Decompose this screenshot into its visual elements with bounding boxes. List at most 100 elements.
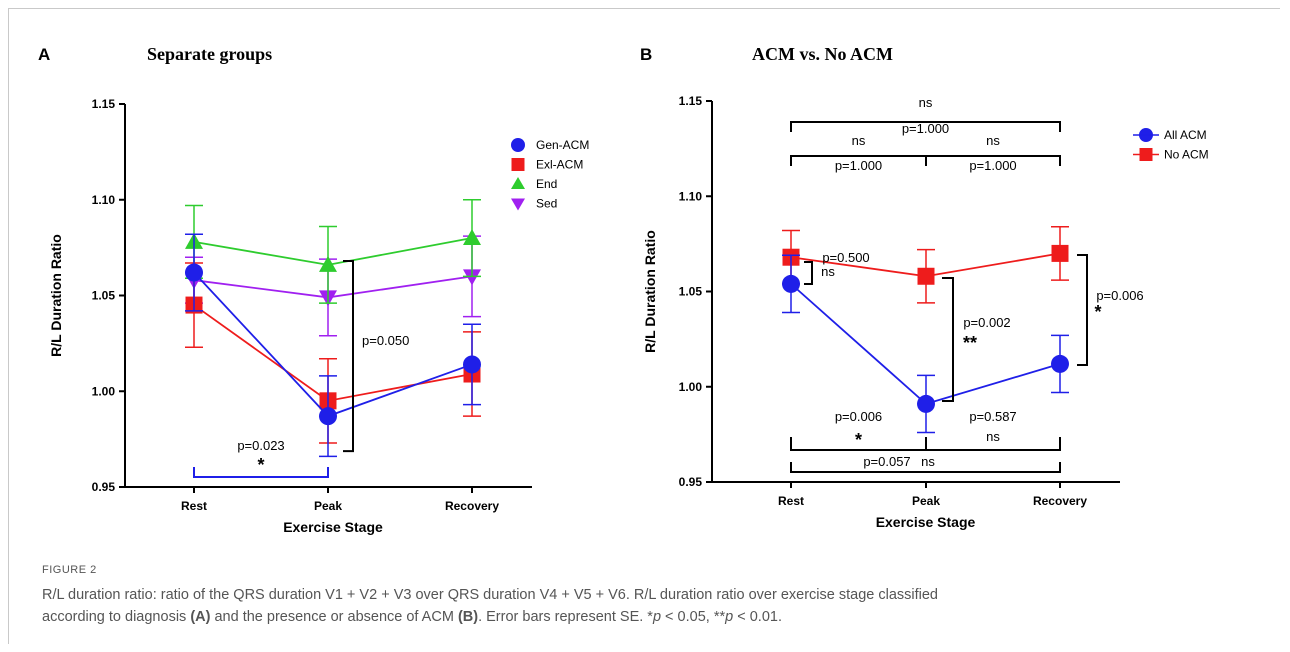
legend-label: End [536,177,557,191]
data-point [463,229,481,246]
p-value-label: p=0.057 [863,454,910,469]
p-value-label: p=0.050 [362,333,409,348]
series-end [185,199,481,304]
frame-left-border [8,8,9,644]
data-point [185,263,203,282]
significance-label: ** [963,333,977,353]
y-tick-label: 1.10 [679,189,703,203]
p-value-label: p=1.000 [902,121,949,136]
significance-label: ns [852,133,866,148]
y-tick-label: 0.95 [679,475,703,489]
series-gen-acm [185,233,481,458]
x-tick-label: Peak [314,499,342,513]
data-point [782,274,800,293]
chart-panel-b: B ACM vs. No ACM 0.95 1.00 1.05 1.10 1.15 Rest P… [640,44,1209,530]
significance-label: ns [986,133,1000,148]
x-axis-label: Exercise Stage [283,519,383,535]
caption-line2-e: < 0.01. [733,609,782,625]
panel-label: A [38,45,50,64]
bracket-peak-vertical [942,277,954,402]
figure-caption: FIGURE 2 R/L duration ratio: ratio of th… [42,564,1262,628]
chart-title: Separate groups [147,44,272,64]
series-line [193,304,473,402]
y-tick-label: 1.10 [92,193,116,207]
data-point [1051,244,1069,262]
y-axis-label: R/L Duration Ratio [48,234,64,357]
legend-circle-icon [511,138,525,152]
caption-line2-b: and the presence or absence of ACM [210,609,458,625]
significance-label: * [1094,302,1101,322]
caption-line2-d: < 0.05, ** [661,609,726,625]
p-value-label: p=1.000 [835,158,882,173]
data-point [1051,354,1069,373]
panel-label: B [640,45,652,64]
bracket-rest-recovery-bottom [790,462,1061,473]
legend-label: Exl-ACM [536,158,583,172]
p-value-label: p=0.500 [822,250,869,265]
caption-ref-b: (B) [457,609,479,625]
caption-p2: p [725,609,734,625]
p-value-label: p=0.006 [835,409,882,424]
chart-panel-a: A Separate groups 0.95 1.00 1.05 1.10 1.15 Rest… [38,44,589,535]
legend-triangle-up-icon [511,177,525,189]
significance-label: ns [919,95,933,110]
data-point [917,394,935,413]
caption-line2-a: according to diagnosis [42,609,191,625]
frame-top-border [8,8,1280,9]
significance-star: * [855,430,862,450]
bracket-peak-vertical [343,260,354,453]
bracket-recovery-vertical [1077,254,1088,366]
series-sed [185,235,481,337]
significance-label: ns [986,429,1000,444]
series-line [193,237,473,266]
x-tick-label: Recovery [445,499,499,513]
x-axis-label: Exercise Stage [876,514,976,530]
y-tick-label: 1.00 [92,384,116,398]
data-point [917,267,935,285]
p-value-label: p=0.023 [237,438,284,453]
data-point [319,407,337,426]
bracket-rest-recovery-top [790,121,1061,132]
legend-square-icon [511,158,525,171]
data-point [463,355,481,374]
y-tick-label: 1.05 [92,289,116,303]
x-tick-label: Recovery [1033,494,1087,508]
legend-triangle-down-icon [511,198,525,211]
y-axis-label: R/L Duration Ratio [642,230,658,353]
bracket-rest-small [804,261,813,285]
y-tick-label: 0.95 [92,480,116,494]
x-tick-label: Rest [181,499,207,513]
y-tick-label: 1.15 [679,94,703,108]
x-tick-label: Rest [778,494,804,508]
y-tick-label: 1.15 [92,97,116,111]
y-tick-label: 1.05 [679,285,703,299]
annotations-panel-b: nsp=1.000nsp=1.000nsp=1.000p=0.500nsp=0.… [790,95,1144,473]
significance-label: ns [921,454,935,469]
caption-ref-a: (A) [190,609,211,625]
data-point [319,255,337,272]
p-value-label: p=1.000 [969,158,1016,173]
legend-label: Sed [536,197,557,211]
annotations-panel-a: p=0.050 p=0.023 * [193,260,409,478]
caption-line1: R/L duration ratio: ratio of the QRS dur… [42,587,938,603]
significance-label: ns [821,264,835,279]
series-all-acm [782,254,1069,434]
data-point [463,269,481,286]
p-value-label: p=0.006 [1096,288,1143,303]
legend-label: All ACM [1164,128,1207,142]
legend-label: No ACM [1164,148,1209,162]
bracket-rest-peak [193,467,329,478]
caption-line2-c: . Error bars represent SE. * [478,609,653,625]
caption-text: R/L duration ratio: ratio of the QRS dur… [42,584,1262,628]
significance-star: * [257,455,264,475]
series-no-acm [782,225,1069,304]
chart-title: ACM vs. No ACM [752,44,893,64]
caption-p1: p [652,609,662,625]
p-value-label: p=0.587 [969,409,1016,424]
legend: All ACM No ACM [1133,128,1209,162]
legend: Gen-ACM Exl-ACM End Sed [511,138,589,211]
y-tick-label: 1.00 [679,380,703,394]
legend-label: Gen-ACM [536,138,589,152]
x-tick-label: Peak [912,494,940,508]
